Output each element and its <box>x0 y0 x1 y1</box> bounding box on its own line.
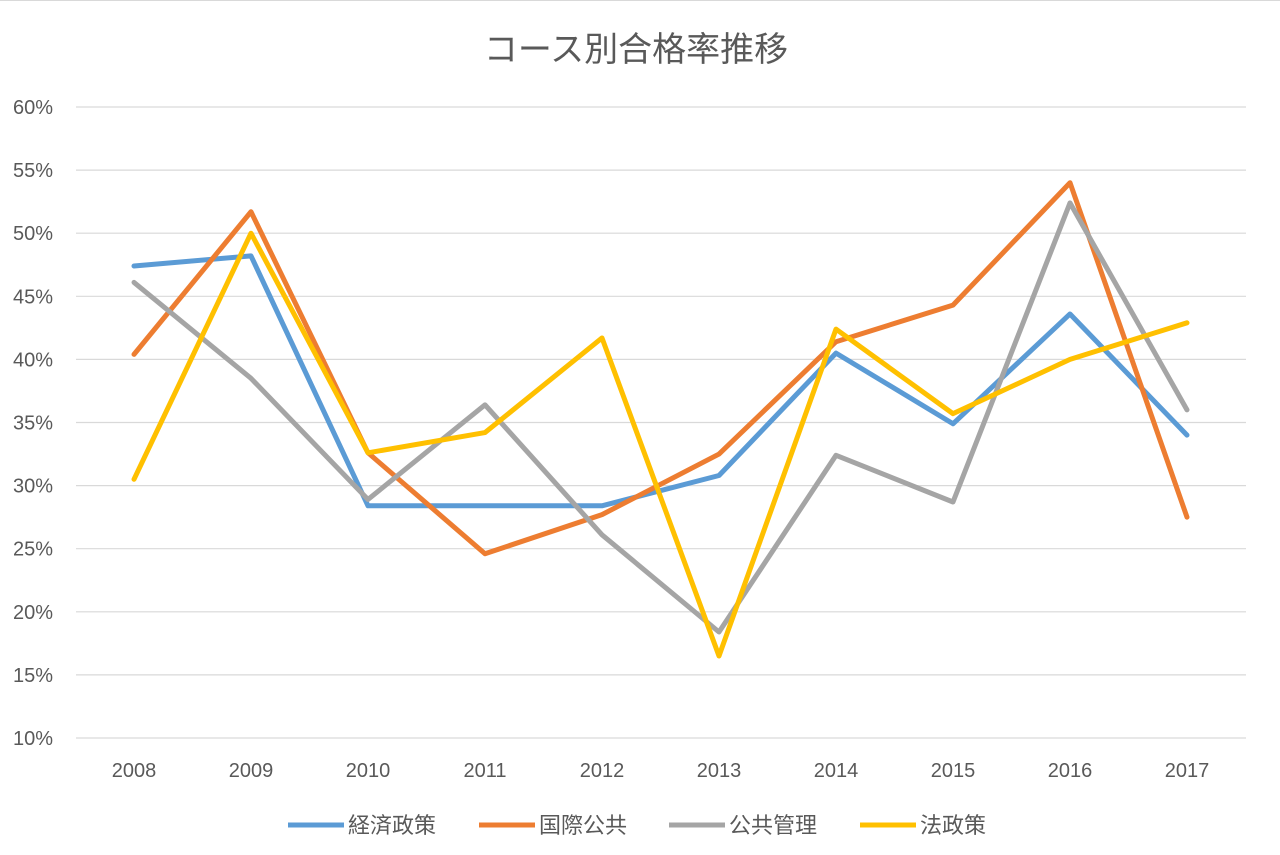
y-tick-label: 45% <box>13 286 53 308</box>
legend-label: 公共管理 <box>729 814 817 839</box>
y-tick-label: 30% <box>13 476 53 498</box>
y-tick-label: 40% <box>13 349 53 371</box>
y-tick-label: 10% <box>13 728 53 750</box>
series-lines <box>131 180 1190 659</box>
legend-label: 経済政策 <box>348 814 436 839</box>
legend-label: 法政策 <box>920 814 986 839</box>
y-tick-label: 25% <box>13 539 53 561</box>
series-line-4 <box>131 230 1190 659</box>
y-tick-label: 15% <box>13 665 53 687</box>
x-tick-label: 2014 <box>814 760 859 782</box>
x-tick-label: 2008 <box>112 760 157 782</box>
y-tick-label: 60% <box>13 97 53 119</box>
series-line-2 <box>131 180 1190 557</box>
x-tick-label: 2011 <box>463 760 506 782</box>
y-tick-label: 20% <box>13 602 53 624</box>
x-tick-label: 2012 <box>580 760 625 782</box>
y-tick-label: 50% <box>13 223 53 245</box>
y-tick-label: 35% <box>13 413 53 435</box>
x-tick-label: 2017 <box>1165 760 1210 782</box>
legend-label: 国際公共 <box>539 814 627 839</box>
series-line-3 <box>131 200 1190 635</box>
legend: 経済政策 国際公共 公共管理 法政策 <box>288 814 986 839</box>
x-tick-label: 2013 <box>697 760 742 782</box>
chart-title: コース別合格率推移 <box>484 30 788 70</box>
x-axis-tick-labels: 2008 2009 2010 2011 2012 2013 2014 2015 2016 2017 <box>112 760 1210 782</box>
y-axis-tick-labels: 10% 15% 20% 25% 30% 35% 40% 45% 50% 55% 60% <box>13 97 53 750</box>
x-tick-label: 2010 <box>346 760 391 782</box>
x-tick-label: 2015 <box>931 760 976 782</box>
x-tick-label: 2009 <box>229 760 274 782</box>
x-tick-label: 2016 <box>1048 760 1093 782</box>
y-tick-label: 55% <box>13 160 53 182</box>
